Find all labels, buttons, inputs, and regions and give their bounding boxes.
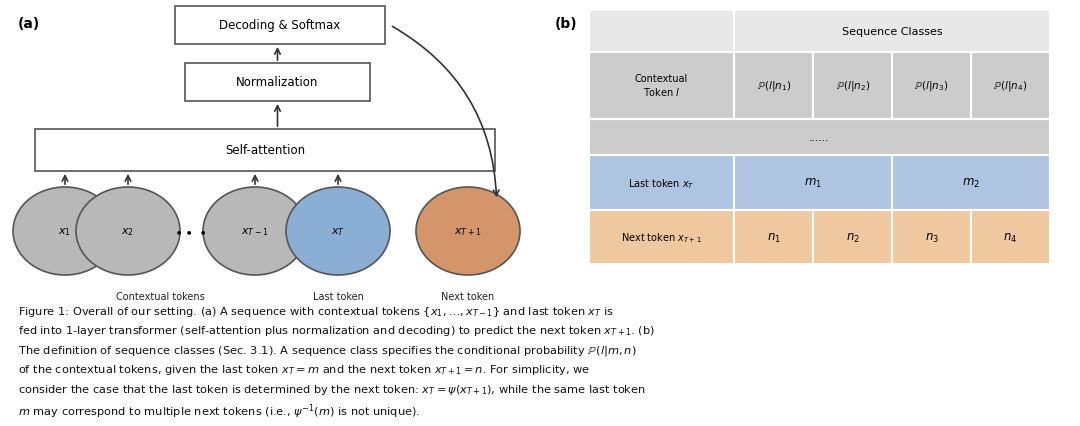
Ellipse shape [76,187,180,275]
Bar [813,211,892,264]
Bar [892,211,971,264]
Text: Next token: Next token [442,291,495,301]
Text: ......: ...... [809,132,829,142]
Text: $\mathbb{P}(l|n_1)$: $\mathbb{P}(l|n_1)$ [757,79,791,93]
Bar [589,211,734,264]
Text: The definition of sequence classes (Sec. 3.1). A sequence class specifies the co: The definition of sequence classes (Sec.… [18,343,636,357]
Bar [589,155,734,211]
Bar [734,211,813,264]
Bar [734,53,813,119]
Bar [734,11,1050,53]
Text: consider the case that the last token is determined by the next token: $x_T = \p: consider the case that the last token is… [18,382,646,396]
Text: Normalization: Normalization [237,76,319,89]
Bar [971,211,1050,264]
Text: of the contextual tokens, given the last token $x_T = m$ and the next token $x_{: of the contextual tokens, given the last… [18,363,591,377]
Text: Last token: Last token [312,291,364,301]
Text: $m$ may correspond to multiple next tokens (i.e., $\psi^{-1}(m)$ is not unique).: $m$ may correspond to multiple next toke… [18,402,420,420]
Text: $\bullet\bullet\bullet$: $\bullet\bullet\bullet$ [174,225,206,238]
Text: Contextual tokens: Contextual tokens [116,291,204,301]
Ellipse shape [203,187,307,275]
Text: $x_T$: $x_T$ [330,226,345,237]
Text: (a): (a) [18,17,40,31]
Bar [185,64,370,102]
Text: Decoding & Softmax: Decoding & Softmax [219,20,340,32]
Bar [892,53,971,119]
Text: Figure 1: Overall of our setting. (a) A sequence with contextual tokens $\{x_1, : Figure 1: Overall of our setting. (a) A … [18,304,613,318]
Text: $x_{T+1}$: $x_{T+1}$ [455,226,482,237]
Bar [734,155,892,211]
Text: $n_4$: $n_4$ [1003,231,1017,244]
Text: Last token $x_T$: Last token $x_T$ [629,176,694,190]
Bar [589,11,734,53]
Text: Contextual
Token $l$: Contextual Token $l$ [635,74,688,98]
Text: $m_1$: $m_1$ [805,177,822,190]
Bar [175,7,384,45]
Text: $\mathbb{P}(l|n_4)$: $\mathbb{P}(l|n_4)$ [994,79,1027,93]
Text: $n_3$: $n_3$ [924,231,939,244]
Ellipse shape [13,187,117,275]
Bar [971,53,1050,119]
Text: $n_1$: $n_1$ [767,231,781,244]
FancyArrowPatch shape [392,27,499,196]
Bar [35,130,495,172]
Text: $n_2$: $n_2$ [846,231,860,244]
Bar [892,155,1050,211]
Text: Self-attention: Self-attention [225,144,305,157]
Ellipse shape [286,187,390,275]
Text: $x_{T-1}$: $x_{T-1}$ [241,226,269,237]
Text: $x_1$: $x_1$ [58,226,71,237]
Text: $\mathbb{P}(l|n_2)$: $\mathbb{P}(l|n_2)$ [836,79,869,93]
Bar [589,119,1050,155]
Bar [813,53,892,119]
Text: Sequence Classes: Sequence Classes [841,27,943,37]
Text: $\mathbb{P}(l|n_3)$: $\mathbb{P}(l|n_3)$ [915,79,948,93]
Ellipse shape [416,187,519,275]
Bar [589,53,734,119]
Text: Next token $x_{T+1}$: Next token $x_{T+1}$ [621,230,702,245]
Text: (b): (b) [555,17,578,31]
Text: $x_2$: $x_2$ [121,226,135,237]
Text: fed into 1-layer transformer (self-attention plus normalization and decoding) to: fed into 1-layer transformer (self-atten… [18,324,654,338]
Text: $m_2$: $m_2$ [962,177,980,190]
